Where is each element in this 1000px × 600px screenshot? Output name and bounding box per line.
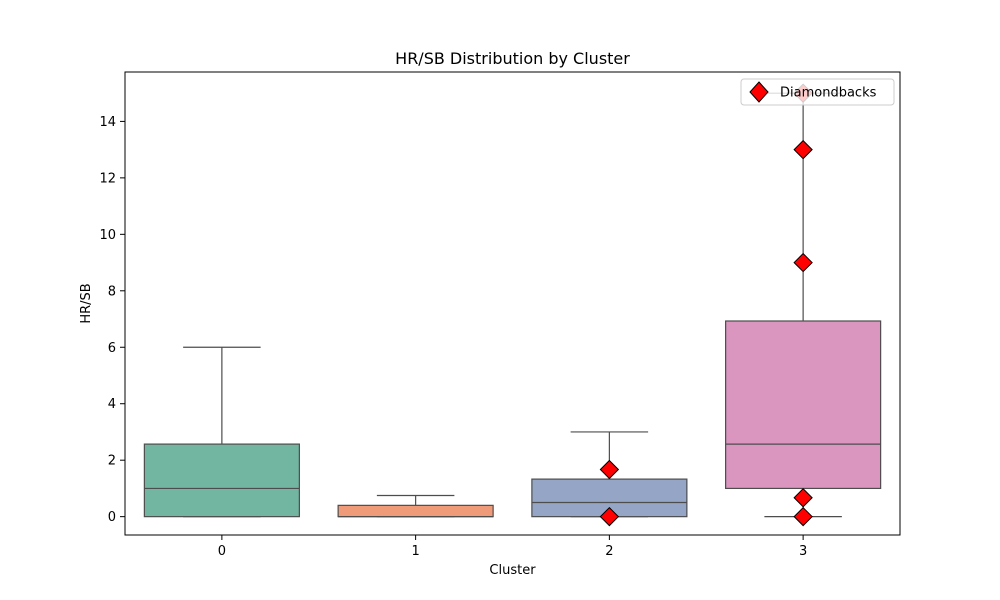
box-group-0 — [143, 346, 300, 518]
y-tick-label: 6 — [108, 341, 116, 356]
y-tick-label: 4 — [108, 397, 116, 412]
y-tick-label: 2 — [108, 454, 116, 469]
y-tick-label: 14 — [99, 115, 116, 130]
box-group-1 — [337, 494, 494, 518]
legend-label: Diamondbacks — [780, 86, 877, 101]
x-tick-label: 3 — [799, 544, 807, 559]
legend: Diamondbacks — [740, 78, 895, 106]
data-point-diamond — [793, 488, 813, 508]
axes-frame — [124, 71, 901, 536]
chart-title: HR/SB Distribution by Cluster — [395, 49, 630, 68]
data-point-diamond — [599, 506, 620, 527]
box-iqr — [725, 320, 882, 490]
y-tick-label: 8 — [108, 284, 116, 299]
box-iqr — [337, 504, 494, 518]
x-tick-label: 2 — [605, 544, 613, 559]
legend-diamond-icon — [749, 81, 769, 103]
legend-box — [740, 78, 895, 106]
x-tick-label: 0 — [218, 544, 226, 559]
data-point-diamond — [793, 252, 813, 273]
box-iqr — [143, 443, 300, 518]
x-axis-label: Cluster — [489, 563, 536, 578]
y-tick-label: 10 — [99, 228, 116, 243]
y-tick-label: 12 — [99, 171, 116, 186]
x-axis: 0 1 2 3 — [218, 535, 807, 559]
x-tick-label: 1 — [411, 544, 419, 559]
y-axis: 0 2 4 6 8 10 12 14 — [99, 115, 125, 525]
data-point-diamond — [793, 139, 813, 160]
data-point-diamond — [793, 506, 813, 527]
y-axis-label: HR/SB — [79, 283, 94, 323]
data-point-diamond — [599, 459, 620, 480]
box-group-3 — [725, 92, 882, 518]
y-tick-label: 0 — [108, 510, 116, 525]
